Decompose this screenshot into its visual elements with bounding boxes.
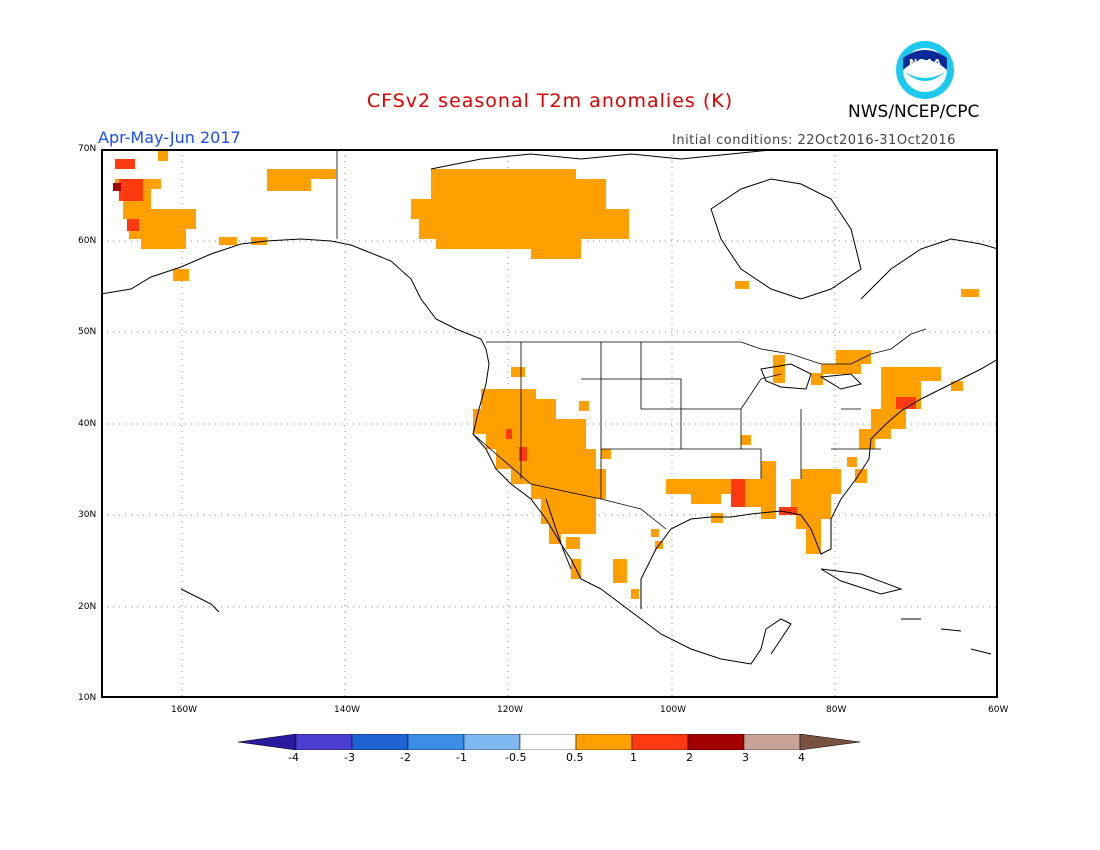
initial-conditions-label: Initial conditions: 22Oct2016-31Oct2016 [672,133,956,148]
anomaly-alaska-red-2 [115,159,135,169]
noaa-logo: NOAA [895,40,955,100]
lat-label-70n: 70N [78,144,97,154]
anomaly-texas-coast [711,513,723,523]
anomaly-georgia [855,469,867,483]
legend-label-3: 3 [742,751,749,764]
anomaly-panhandle-red [779,507,797,515]
anomaly-west-red-2 [506,429,512,439]
logo-text: NOAA [909,58,941,69]
anomaly-patches [113,151,979,599]
anomaly-labrador [961,289,979,297]
legend-swatch-05-1 [575,734,633,750]
anomaly-oregon [511,367,525,377]
anomaly-mexico-4 [631,589,639,599]
lon-label-80w: 80W [826,705,847,715]
legend-label-m05: -0.5 [505,751,527,764]
anomaly-alaska-red-3 [127,219,139,231]
legend-swatch-1-2 [631,734,689,750]
legend-swatch-m3-m2 [351,734,409,750]
lon-label-100w: 100W [660,705,687,715]
lon-label-60w: 60W [988,705,1009,715]
lat-label-60n: 60N [78,236,97,246]
lat-label-10n: 10N [78,693,97,703]
anomaly-gulf-red [731,479,745,507]
map-title: CFSv2 seasonal T2m anomalies (K) [366,90,734,112]
anomaly-mexico-1 [566,537,580,549]
anomaly-alaska-red-4 [113,183,121,191]
agency-label: NWS/NCEP/CPC [848,102,980,122]
anomaly-ne-red [896,397,916,409]
lon-label-120w: 120W [497,705,524,715]
legend-label-m2: -2 [400,751,411,764]
legend-swatch-m4-m3 [295,734,353,750]
lon-label-140w: 140W [334,705,361,715]
anomaly-west-us [473,389,606,534]
legend-label-4: 4 [798,751,805,764]
anomaly-texas [601,449,611,459]
legend-swatch-2-3 [687,734,745,750]
anomaly-hudson [735,281,749,289]
anomaly-gulf-1 [219,237,237,245]
legend-label-m3: -3 [344,751,355,764]
anomaly-ohio [811,373,823,385]
legend-swatch-gt-4 [799,734,861,750]
anomaly-mexico-5 [651,529,659,537]
map-frame [101,149,998,698]
legend-label-05: 0.5 [566,751,584,764]
lat-label-40n: 40N [78,419,97,429]
lat-label-20n: 20N [78,602,97,612]
anomaly-michigan [773,355,785,383]
anomaly-gulf-coast [666,461,776,519]
anomaly-mexico-3 [613,559,627,583]
legend-swatch-m05-05 [519,734,577,750]
anomaly-nova-scotia [951,381,963,391]
anomaly-arkansas [741,435,751,445]
anomaly-gulf-2 [251,237,267,245]
anomaly-idaho [579,401,589,411]
legend-label-m4: -4 [288,751,299,764]
season-label: Apr-May-Jun 2017 [98,128,241,147]
coastlines [101,149,998,665]
legend-label-m1: -1 [456,751,467,764]
legend-swatch-m1-m05 [463,734,521,750]
lon-label-160w: 160W [171,705,198,715]
anomaly-nwt [411,169,629,259]
anomaly-yukon [267,169,336,191]
anomaly-southeast [791,469,841,554]
color-legend [238,734,861,750]
anomaly-alaska-south [173,269,189,281]
anomaly-alaska-red-1 [119,179,143,201]
anomaly-virginia [847,457,857,467]
legend-label-2: 2 [686,751,693,764]
anomaly-map [101,149,998,698]
lat-label-30n: 30N [78,510,97,520]
legend-label-1: 1 [630,751,637,764]
anomaly-alaska-point [158,151,168,161]
anomaly-west-red-1 [519,447,527,461]
anomaly-baja [541,497,571,544]
legend-swatch-lt-4 [238,734,297,750]
legend-swatch-m2-m1 [407,734,465,750]
legend-swatch-3-4 [743,734,801,750]
lat-label-50n: 50N [78,327,97,337]
anomaly-ontario [821,350,871,374]
political-borders [336,149,927,530]
